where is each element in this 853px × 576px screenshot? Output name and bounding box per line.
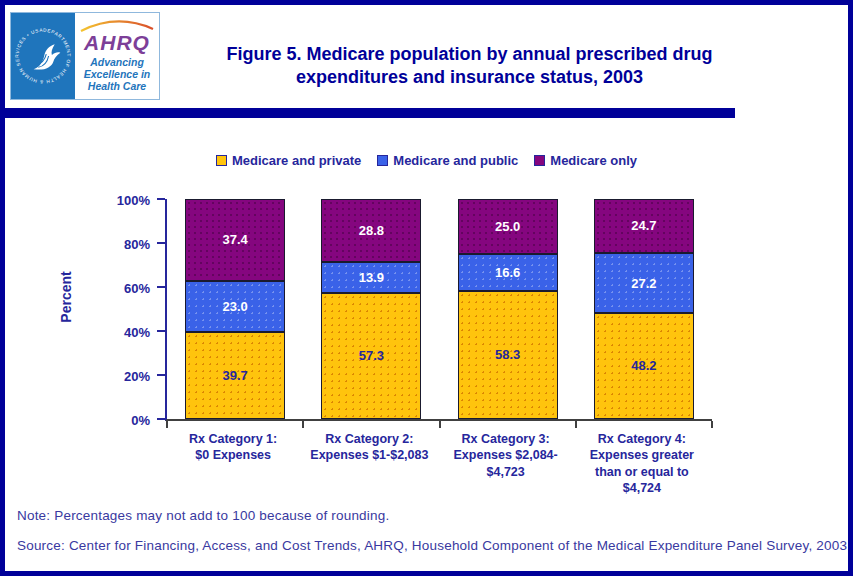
legend-label: Medicare and private: [232, 153, 361, 168]
legend-item: Medicare only: [534, 153, 637, 168]
chart-legend: Medicare and private Medicare and public M…: [5, 153, 848, 168]
y-axis-tick-label: 80%: [90, 237, 150, 252]
y-axis-tick: [157, 418, 165, 420]
legend-swatch: [216, 155, 227, 166]
ahrq-tagline-line: Advancing: [84, 56, 151, 68]
y-axis-tick: [157, 198, 165, 200]
hhs-seal: DEPARTMENT OF HEALTH & HUMAN SERVICES • …: [11, 13, 75, 99]
bar-segment-medicare-only: 24.7: [594, 199, 694, 253]
x-axis-tick: [439, 421, 441, 428]
legend-label: Medicare only: [550, 153, 637, 168]
bar-segment-value: 25.0: [495, 219, 520, 234]
bar-segment-value: 23.0: [222, 299, 247, 314]
x-axis-tick: [166, 421, 168, 428]
bar-segment-medicare-only: 25.0: [458, 199, 558, 254]
ahrq-tagline-line: Health Care: [84, 80, 151, 92]
x-axis-tick: [302, 421, 304, 428]
y-axis-tick-label: 40%: [90, 325, 150, 340]
ahrq-tagline: Advancing Excellence in Health Care: [84, 56, 151, 92]
bar-segment-value: 58.3: [495, 347, 520, 362]
legend-item: Medicare and private: [216, 153, 361, 168]
bar-segment-value: 37.4: [222, 232, 247, 247]
y-axis-tick-label: 0%: [90, 413, 150, 428]
bar-segment-value: 48.2: [631, 358, 656, 373]
y-axis-tick-label: 60%: [90, 281, 150, 296]
x-axis-category-labels: Rx Category 1:$0 ExpensesRx Category 2:E…: [165, 431, 710, 513]
y-axis-ticks: [157, 199, 165, 419]
legend-label: Medicare and public: [393, 153, 518, 168]
x-axis-category-label: Rx Category 4:Expenses greaterthan or eq…: [574, 431, 710, 496]
hhs-seal-icon: DEPARTMENT OF HEALTH & HUMAN SERVICES • …: [13, 26, 73, 86]
agency-logo: DEPARTMENT OF HEALTH & HUMAN SERVICES • …: [10, 12, 160, 100]
ahrq-logo: AHRQ Advancing Excellence in Health Care: [75, 13, 159, 99]
y-axis-title: Percent: [58, 262, 74, 332]
legend-swatch: [534, 155, 545, 166]
bar-segment-medicare-and-public: 16.6: [458, 254, 558, 291]
y-axis-tick-label: 20%: [90, 369, 150, 384]
bar-segment-medicare-only: 28.8: [321, 199, 421, 262]
bar-segment-value: 24.7: [631, 218, 656, 233]
bar-segment-medicare-only: 37.4: [185, 199, 285, 281]
x-axis-category-label: Rx Category 2:Expenses $1-$2,083: [301, 431, 437, 464]
figure-title: Figure 5. Medicare population by annual …: [187, 43, 752, 90]
source-text: Source: Center for Financing, Access, an…: [17, 538, 851, 553]
ahrq-tagline-line: Excellence in: [84, 68, 151, 80]
header-divider-bar: [5, 108, 735, 118]
bar-segment-value: 39.7: [222, 368, 247, 383]
hhs-ring-text: DEPARTMENT OF HEALTH & HUMAN SERVICES • …: [15, 28, 72, 85]
stacked-bar-chart: 39.7 23.0 37.4 57.3 13.9 28.8 58.3 16.6 25.0 48.2…: [165, 199, 712, 421]
bar-segment-medicare-and-public: 23.0: [185, 281, 285, 332]
bar-segment-medicare-and-private: 58.3: [458, 291, 558, 419]
bar-segment-value: 57.3: [359, 348, 384, 363]
x-axis-category-label: Rx Category 1:$0 Expenses: [165, 431, 301, 464]
eagle-icon: [34, 44, 61, 69]
legend-item: Medicare and public: [377, 153, 518, 168]
legend-swatch: [377, 155, 388, 166]
bar-segment-value: 16.6: [495, 265, 520, 280]
bar-segment-value: 13.9: [359, 270, 384, 285]
bar-segment-value: 28.8: [359, 223, 384, 238]
figure-page: DEPARTMENT OF HEALTH & HUMAN SERVICES • …: [0, 0, 853, 576]
svg-text:DEPARTMENT OF HEALTH & HUMAN S: DEPARTMENT OF HEALTH & HUMAN SERVICES • …: [15, 28, 72, 85]
y-axis-tick: [157, 286, 165, 288]
x-axis-tick: [575, 421, 577, 428]
bar-segment-medicare-and-private: 39.7: [185, 332, 285, 419]
y-axis-tick: [157, 242, 165, 244]
x-axis-tick: [711, 421, 713, 428]
note-text: Note: Percentages may not add to 100 bec…: [17, 508, 389, 523]
bar-segment-medicare-and-public: 27.2: [594, 253, 694, 313]
y-axis-tick: [157, 330, 165, 332]
y-axis-labels: 0%20%40%60%80%100%: [90, 199, 150, 419]
y-axis-tick: [157, 374, 165, 376]
bar-segment-medicare-and-private: 57.3: [321, 293, 421, 419]
x-axis-category-label: Rx Category 3:Expenses $2,084-$4,723: [438, 431, 574, 480]
bar-segment-value: 27.2: [631, 276, 656, 291]
bar-segment-medicare-and-public: 13.9: [321, 262, 421, 293]
bar-segment-medicare-and-private: 48.2: [594, 313, 694, 419]
y-axis-tick-label: 100%: [90, 193, 150, 208]
ahrq-wordmark: AHRQ: [84, 32, 150, 53]
